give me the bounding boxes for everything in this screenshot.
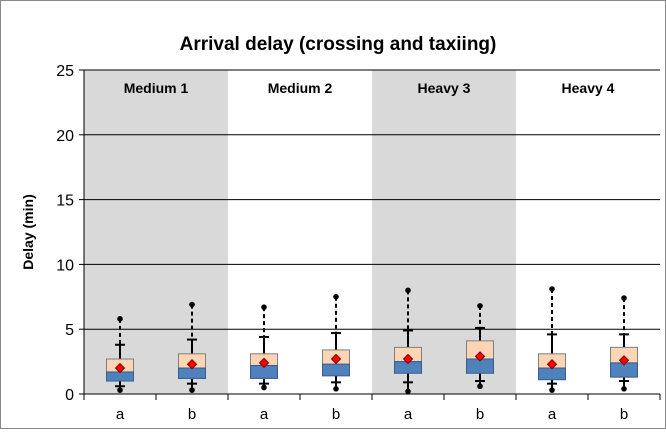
min-point <box>621 386 627 392</box>
box-lower-quartile <box>178 367 206 379</box>
x-tick-label: a <box>404 406 413 423</box>
min-point <box>261 384 267 391</box>
y-tick-label: 10 <box>56 257 74 274</box>
y-axis-label: Delay (min) <box>20 194 36 269</box>
mean-marker <box>330 353 342 365</box>
max-point <box>117 316 123 322</box>
max-point <box>189 301 195 308</box>
mean-marker <box>402 353 414 365</box>
mean-marker <box>546 358 558 370</box>
box-lower-quartile <box>106 371 134 382</box>
max-point <box>333 294 339 300</box>
panel-band <box>372 70 516 394</box>
y-tick-label: 15 <box>56 193 74 210</box>
x-tick-label: b <box>332 406 340 423</box>
box-lower-quartile <box>538 367 566 381</box>
mean-marker <box>114 362 126 374</box>
max-point <box>549 286 555 292</box>
mean-marker <box>474 351 486 362</box>
panel-label: Heavy 4 <box>562 80 615 96</box>
x-tick-label: a <box>548 406 557 423</box>
panel-band <box>84 70 228 394</box>
max-point <box>405 287 411 294</box>
x-tick-label: a <box>260 406 269 423</box>
min-point <box>477 383 483 390</box>
x-tick-label: b <box>620 406 628 423</box>
min-point <box>189 387 195 393</box>
y-tick-label: 25 <box>56 63 74 80</box>
panel-label: Medium 1 <box>124 80 189 96</box>
max-point <box>477 303 483 309</box>
x-tick-label: b <box>476 406 484 423</box>
min-point <box>405 388 411 395</box>
panel-bands <box>84 70 516 394</box>
panel-label: Heavy 3 <box>418 80 471 96</box>
min-point <box>549 387 555 393</box>
max-point <box>261 304 267 310</box>
mean-marker <box>618 355 630 366</box>
mean-marker <box>186 358 198 370</box>
x-tick-label: b <box>188 406 196 423</box>
y-tick-label: 0 <box>65 387 74 404</box>
gridlines <box>79 69 661 400</box>
min-point <box>117 387 123 393</box>
min-point <box>333 386 339 392</box>
panel-label: Medium 2 <box>268 80 333 96</box>
y-tick-label: 5 <box>65 322 74 339</box>
y-tick-label: 20 <box>56 128 74 145</box>
axis-labels: Medium 1 Medium 2 Heavy 3 Heavy 4 0 5 10 15 20 25… <box>56 63 628 423</box>
max-point <box>621 295 627 301</box>
x-tick-label: a <box>116 406 125 423</box>
box-series <box>106 286 638 395</box>
mean-marker <box>258 357 270 369</box>
chart-title: Arrival delay (crossing and taxiing) <box>180 34 497 55</box>
box-lower-quartile <box>322 363 350 377</box>
